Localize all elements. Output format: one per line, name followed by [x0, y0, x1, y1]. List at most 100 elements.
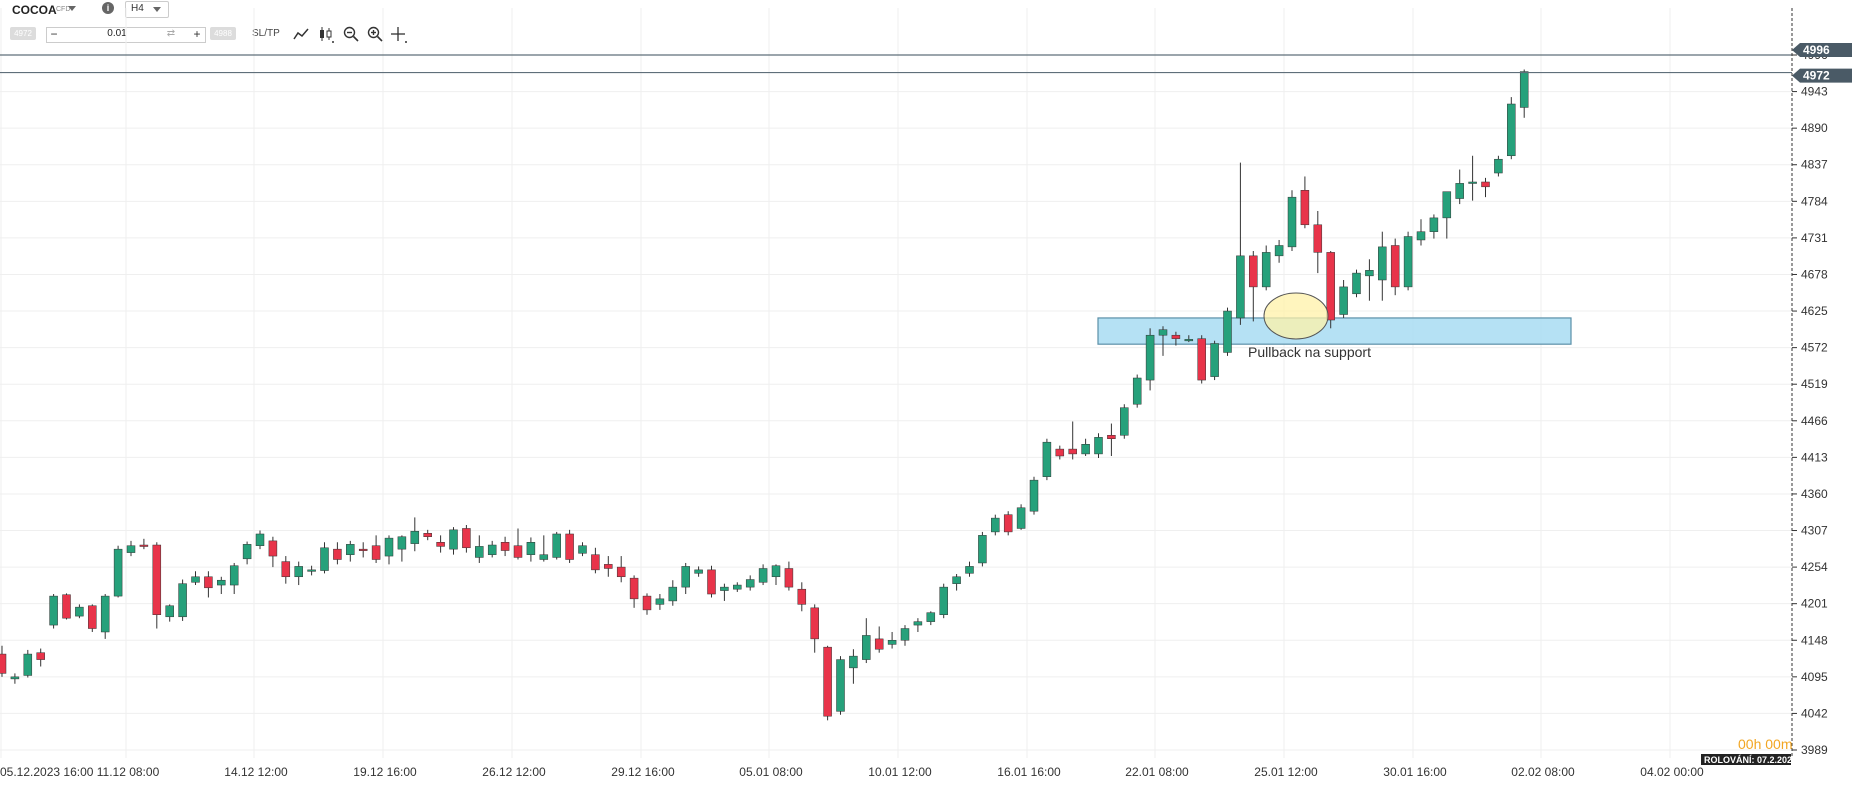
candle[interactable] [642, 593, 652, 615]
candle[interactable] [346, 540, 355, 562]
candle[interactable] [810, 604, 819, 653]
candle[interactable] [126, 540, 136, 557]
candle[interactable] [745, 575, 755, 591]
candle[interactable] [1120, 404, 1129, 439]
candle[interactable] [1442, 191, 1452, 239]
candle[interactable] [965, 561, 974, 577]
candle[interactable] [1261, 245, 1271, 291]
candle[interactable] [1494, 155, 1503, 177]
candle[interactable] [1158, 326, 1168, 356]
candle[interactable] [139, 538, 149, 550]
candle[interactable] [462, 525, 471, 553]
candle[interactable] [113, 545, 123, 598]
candle[interactable] [371, 535, 381, 563]
candle[interactable] [320, 542, 329, 574]
candle[interactable] [1481, 177, 1490, 198]
candle[interactable] [578, 542, 587, 557]
candle[interactable] [242, 541, 252, 565]
candle[interactable] [36, 648, 45, 667]
info-icon[interactable]: i [102, 2, 114, 14]
candle[interactable] [771, 564, 781, 586]
candle[interactable] [513, 528, 523, 560]
sltp-button[interactable]: SL/TP [252, 28, 280, 39]
candle[interactable] [449, 527, 458, 555]
candle[interactable] [952, 574, 961, 591]
candle[interactable] [10, 673, 20, 684]
candle[interactable] [384, 535, 394, 565]
candle[interactable] [62, 593, 71, 620]
candle[interactable] [978, 531, 987, 567]
candle[interactable] [836, 656, 845, 715]
candle[interactable] [500, 536, 510, 557]
candle[interactable] [0, 645, 7, 677]
candle[interactable] [681, 562, 690, 595]
candle[interactable] [1171, 331, 1181, 346]
candle[interactable] [1507, 97, 1516, 160]
candle[interactable] [1403, 231, 1413, 291]
candle[interactable] [333, 542, 342, 565]
candle[interactable] [629, 575, 639, 608]
candle[interactable] [849, 649, 858, 684]
candle[interactable] [165, 604, 174, 622]
candle[interactable] [1132, 374, 1142, 408]
candle[interactable] [591, 547, 600, 574]
candle[interactable] [913, 618, 923, 632]
buy-button[interactable]: 4988 [210, 27, 236, 40]
candle[interactable] [1236, 162, 1245, 325]
candle[interactable] [1107, 423, 1116, 456]
candle[interactable] [823, 645, 832, 721]
candle[interactable] [1300, 176, 1310, 229]
zoom-in-icon[interactable] [367, 26, 383, 42]
candle[interactable] [668, 580, 678, 606]
support-zone[interactable] [1097, 317, 1572, 345]
candle[interactable] [655, 594, 665, 610]
line-chart-icon[interactable] [293, 26, 309, 42]
candle[interactable] [1223, 307, 1232, 356]
candle[interactable] [733, 582, 742, 592]
candle[interactable] [1313, 210, 1323, 274]
candle[interactable] [487, 540, 497, 558]
candle[interactable] [1197, 335, 1206, 384]
candle[interactable] [616, 556, 626, 583]
candle[interactable] [1455, 169, 1464, 205]
candle[interactable] [1184, 335, 1194, 343]
candle[interactable] [784, 561, 794, 591]
swap-icon[interactable]: ⇄ [166, 28, 176, 39]
candle[interactable] [1416, 219, 1426, 246]
quantity-plus-button[interactable]: + [193, 27, 201, 41]
candle[interactable] [1468, 155, 1477, 201]
candle[interactable] [75, 604, 84, 619]
candle[interactable] [436, 535, 445, 553]
candle[interactable] [1068, 421, 1077, 460]
candle[interactable] [1081, 438, 1090, 456]
candle[interactable] [1365, 259, 1374, 301]
candle[interactable] [991, 514, 1000, 536]
candle[interactable] [1145, 328, 1155, 391]
candle[interactable] [758, 564, 768, 586]
candle[interactable] [1429, 214, 1439, 239]
candle[interactable] [100, 594, 110, 639]
quantity-minus-button[interactable]: − [50, 27, 58, 41]
candle[interactable] [1390, 238, 1400, 296]
candle[interactable] [1249, 251, 1258, 322]
candle[interactable] [358, 542, 368, 558]
candle[interactable] [694, 566, 703, 577]
candle[interactable] [797, 582, 807, 612]
candle[interactable] [1519, 69, 1529, 118]
candle[interactable] [1003, 511, 1013, 536]
candle[interactable] [281, 556, 291, 584]
price-axis[interactable]: 4996 4943 4890 4837 4784 4731 4678 4625 4572 4519… [1791, 8, 1852, 758]
symbol-name[interactable]: COCOA [12, 3, 57, 17]
symbol-dropdown-icon[interactable] [68, 6, 76, 11]
crosshair-icon[interactable] [390, 26, 408, 44]
candle[interactable] [1016, 504, 1026, 530]
candle[interactable] [268, 536, 278, 568]
candle[interactable] [1352, 269, 1361, 298]
candle[interactable] [604, 556, 613, 577]
candle[interactable] [1055, 445, 1065, 460]
candle[interactable] [191, 571, 200, 586]
timeframe-dropdown-icon[interactable] [153, 7, 161, 12]
candle[interactable] [423, 529, 432, 541]
candle[interactable] [204, 571, 213, 598]
